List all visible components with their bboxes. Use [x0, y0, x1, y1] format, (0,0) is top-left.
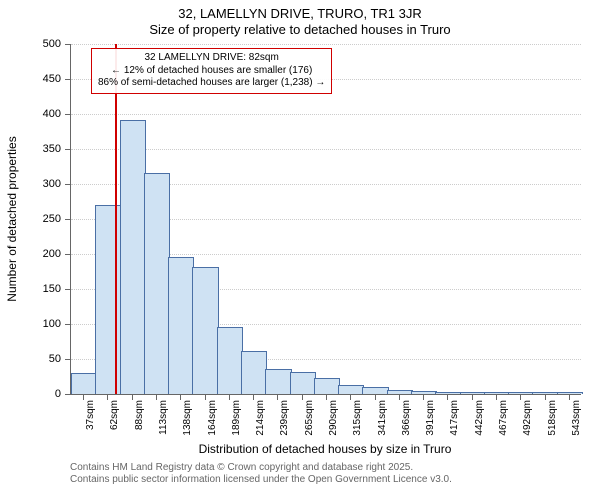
histogram-bar	[192, 267, 218, 394]
x-tick	[399, 394, 400, 400]
x-tick	[132, 394, 133, 400]
x-tick-label: 543sqm	[571, 400, 582, 436]
x-tick	[229, 394, 230, 400]
x-tick-label: 442sqm	[474, 400, 485, 436]
histogram-bar	[362, 387, 388, 394]
histogram-bar	[241, 351, 267, 394]
x-tick	[545, 394, 546, 400]
y-tick-label: 150	[43, 283, 61, 295]
y-tick	[65, 324, 71, 325]
x-tick	[83, 394, 84, 400]
x-tick	[569, 394, 570, 400]
histogram-bar	[508, 392, 534, 394]
y-tick	[65, 149, 71, 150]
x-tick-label: 62sqm	[109, 400, 120, 430]
infobox-line: 86% of semi-detached houses are larger (…	[98, 77, 325, 90]
histogram-bar	[411, 391, 437, 394]
x-tick-label: 341sqm	[377, 400, 388, 436]
footer-line-2: Contains public sector information licen…	[70, 474, 452, 486]
chart-plot-area: 05010015020025030035040045050037sqm62sqm…	[70, 44, 581, 395]
x-tick-label: 138sqm	[182, 400, 193, 436]
y-tick-label: 0	[55, 388, 61, 400]
histogram-bar	[144, 173, 170, 395]
y-tick	[65, 114, 71, 115]
x-tick-label: 189sqm	[231, 400, 242, 436]
histogram-bar	[532, 392, 558, 394]
x-tick-label: 113sqm	[158, 400, 169, 435]
y-tick-label: 400	[43, 108, 61, 120]
y-tick	[65, 44, 71, 45]
histogram-bar	[217, 327, 243, 395]
y-gridline	[71, 149, 581, 150]
x-tick-label: 391sqm	[425, 400, 436, 436]
y-tick-label: 450	[43, 73, 61, 85]
y-tick	[65, 394, 71, 395]
y-gridline	[71, 44, 581, 45]
histogram-bar	[71, 373, 97, 394]
x-tick-label: 164sqm	[207, 400, 218, 436]
histogram-bar	[95, 205, 121, 394]
property-info-box: 32 LAMELLYN DRIVE: 82sqm← 12% of detache…	[91, 48, 332, 94]
x-tick	[472, 394, 473, 400]
footer-attribution: Contains HM Land Registry data © Crown c…	[70, 462, 452, 486]
histogram-bar	[557, 392, 583, 394]
x-tick	[156, 394, 157, 400]
chart-title-address: 32, LAMELLYN DRIVE, TRURO, TR1 3JR	[0, 6, 600, 21]
x-tick-label: 492sqm	[522, 400, 533, 436]
y-axis-title: Number of detached properties	[5, 136, 19, 301]
histogram-bar	[265, 369, 291, 395]
x-tick	[375, 394, 376, 400]
y-tick-label: 500	[43, 38, 61, 50]
y-tick-label: 100	[43, 318, 61, 330]
x-tick	[423, 394, 424, 400]
x-tick-label: 88sqm	[134, 400, 145, 430]
y-tick-label: 50	[49, 353, 61, 365]
y-tick	[65, 254, 71, 255]
histogram-bar	[387, 390, 413, 395]
x-tick	[496, 394, 497, 400]
x-tick-label: 290sqm	[328, 400, 339, 436]
x-tick	[302, 394, 303, 400]
histogram-bar	[314, 378, 340, 394]
x-tick-label: 467sqm	[498, 400, 509, 436]
x-tick-label: 315sqm	[352, 400, 363, 436]
y-tick	[65, 184, 71, 185]
x-tick-label: 518sqm	[547, 400, 558, 436]
y-tick	[65, 79, 71, 80]
infobox-line: ← 12% of detached houses are smaller (17…	[98, 65, 325, 78]
histogram-bar	[120, 120, 146, 394]
x-axis-title: Distribution of detached houses by size …	[70, 442, 580, 456]
x-tick	[326, 394, 327, 400]
y-tick	[65, 359, 71, 360]
x-tick-label: 265sqm	[304, 400, 315, 436]
histogram-bar	[435, 392, 461, 394]
histogram-bar	[168, 257, 194, 395]
y-tick-label: 200	[43, 248, 61, 260]
x-tick	[205, 394, 206, 400]
property-marker-line	[115, 44, 117, 394]
histogram-bar	[290, 372, 316, 394]
y-tick-label: 350	[43, 143, 61, 155]
x-tick-label: 417sqm	[449, 400, 460, 436]
chart-title-subtitle: Size of property relative to detached ho…	[0, 22, 600, 37]
x-tick-label: 366sqm	[401, 400, 412, 436]
histogram-bar	[460, 392, 486, 394]
x-tick	[253, 394, 254, 400]
y-tick	[65, 219, 71, 220]
y-tick	[65, 289, 71, 290]
x-tick-label: 214sqm	[255, 400, 266, 436]
y-tick-label: 250	[43, 213, 61, 225]
footer-line-1: Contains HM Land Registry data © Crown c…	[70, 462, 452, 474]
histogram-bar	[338, 385, 364, 394]
y-tick-label: 300	[43, 178, 61, 190]
x-tick-label: 37sqm	[85, 400, 96, 430]
x-tick-label: 239sqm	[279, 400, 290, 436]
infobox-line: 32 LAMELLYN DRIVE: 82sqm	[98, 52, 325, 65]
y-gridline	[71, 114, 581, 115]
